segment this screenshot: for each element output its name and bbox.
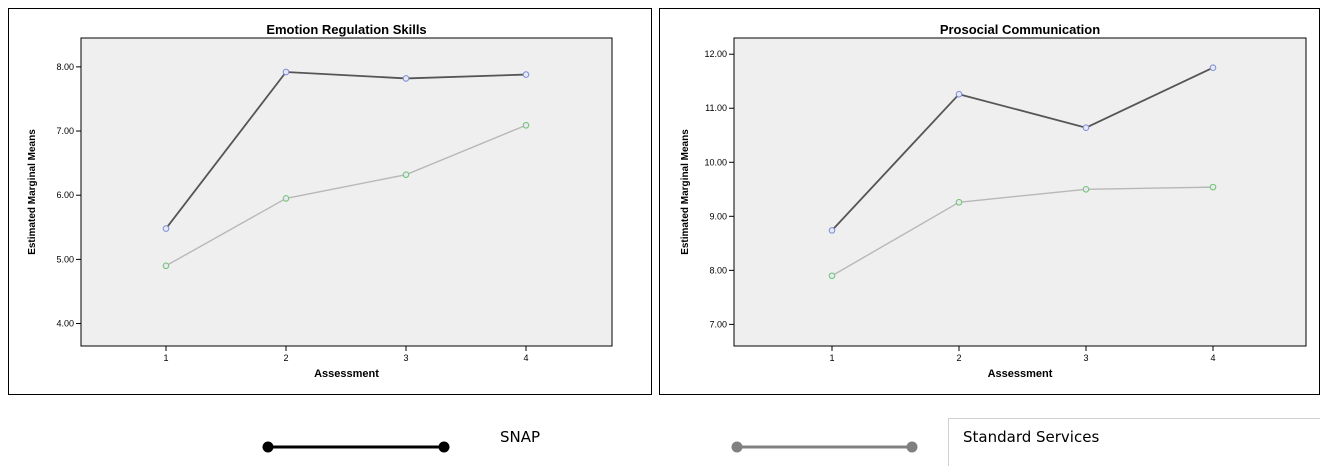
- legend-standard-services-line: [731, 441, 918, 453]
- plot-area: [733, 37, 1307, 347]
- x-axis-label: Assessment: [314, 368, 379, 380]
- data-point-standard-services: [828, 272, 836, 280]
- data-point-snap: [522, 71, 530, 78]
- data-point-standard-services: [282, 195, 290, 202]
- legend-snap-marker-start: [262, 441, 274, 453]
- y-tick-label: 9.00: [709, 211, 727, 221]
- legend-snap-marker-end: [438, 441, 450, 453]
- data-point-standard-services: [162, 262, 170, 270]
- legend-snap-line: [262, 441, 450, 453]
- y-tick-label: 5.00: [56, 254, 74, 264]
- data-point-snap: [402, 75, 410, 82]
- chart-prosocial-communication: Prosocial Communication 7.00 8.00 9.00 10.00…: [680, 22, 1307, 380]
- x-tick-label: 4: [523, 353, 528, 363]
- y-tick-label: 7.00: [56, 126, 74, 136]
- series-line-snap: [831, 66, 1214, 231]
- series-line-standard-services: [165, 124, 527, 267]
- x-tick-label: 1: [829, 353, 834, 363]
- x-tick-label: 3: [1083, 353, 1088, 363]
- data-point-standard-services: [1082, 185, 1090, 193]
- data-point-snap: [282, 68, 290, 76]
- series-line-standard-services: [831, 186, 1214, 277]
- y-tick-label: 10.00: [704, 157, 727, 167]
- chart-panel-emotion-regulation: Emotion Regulation Skills 4.00 5.00 6.00 7.0…: [8, 8, 652, 395]
- legend-standard-services-box: [948, 418, 1320, 466]
- data-point-standard-services: [522, 121, 530, 129]
- y-tick-label: 6.00: [56, 190, 74, 200]
- data-point-standard-services: [402, 171, 410, 178]
- y-tick-label: 8.00: [56, 62, 74, 72]
- y-tick-label: 11.00: [705, 103, 727, 113]
- y-tick-label: 7.00: [709, 319, 727, 329]
- x-tick-label: 3: [403, 353, 408, 363]
- y-tick-label: 4.00: [56, 319, 74, 329]
- data-point-standard-services: [955, 198, 963, 206]
- x-axis-label: Assessment: [988, 368, 1053, 380]
- data-point-snap: [1082, 124, 1090, 131]
- legend-label-standard-services: Standard Services: [963, 428, 1100, 446]
- legend-label-snap: SNAP: [500, 428, 541, 446]
- chart-title: Emotion Regulation Skills: [266, 22, 426, 37]
- y-tick-label: 12.00: [704, 49, 727, 59]
- data-point-snap: [828, 227, 836, 234]
- chart-title: Prosocial Communication: [940, 22, 1100, 37]
- series-line-snap: [165, 71, 527, 230]
- chart-emotion-regulation: Emotion Regulation Skills 4.00 5.00 6.00 7.0…: [27, 22, 613, 380]
- x-tick-label: 1: [163, 353, 168, 363]
- y-tick-label: 8.00: [709, 265, 727, 275]
- chart-panel-prosocial-communication: Prosocial Communication 7.00 8.00 9.00 10.00…: [659, 8, 1320, 395]
- plot-area: [80, 37, 613, 347]
- legend-standard-marker-start: [731, 441, 743, 453]
- legend-standard-marker-end: [906, 441, 918, 453]
- y-axis-label: Estimated Marginal Means: [27, 129, 38, 255]
- data-point-snap: [955, 90, 963, 98]
- x-tick-label: 2: [956, 353, 961, 363]
- x-tick-label: 4: [1210, 353, 1215, 363]
- data-point-standard-services: [1209, 183, 1217, 191]
- data-point-snap: [162, 225, 170, 232]
- x-tick-label: 2: [283, 353, 288, 363]
- y-axis-label: Estimated Marginal Means: [680, 129, 691, 255]
- data-point-snap: [1209, 64, 1217, 72]
